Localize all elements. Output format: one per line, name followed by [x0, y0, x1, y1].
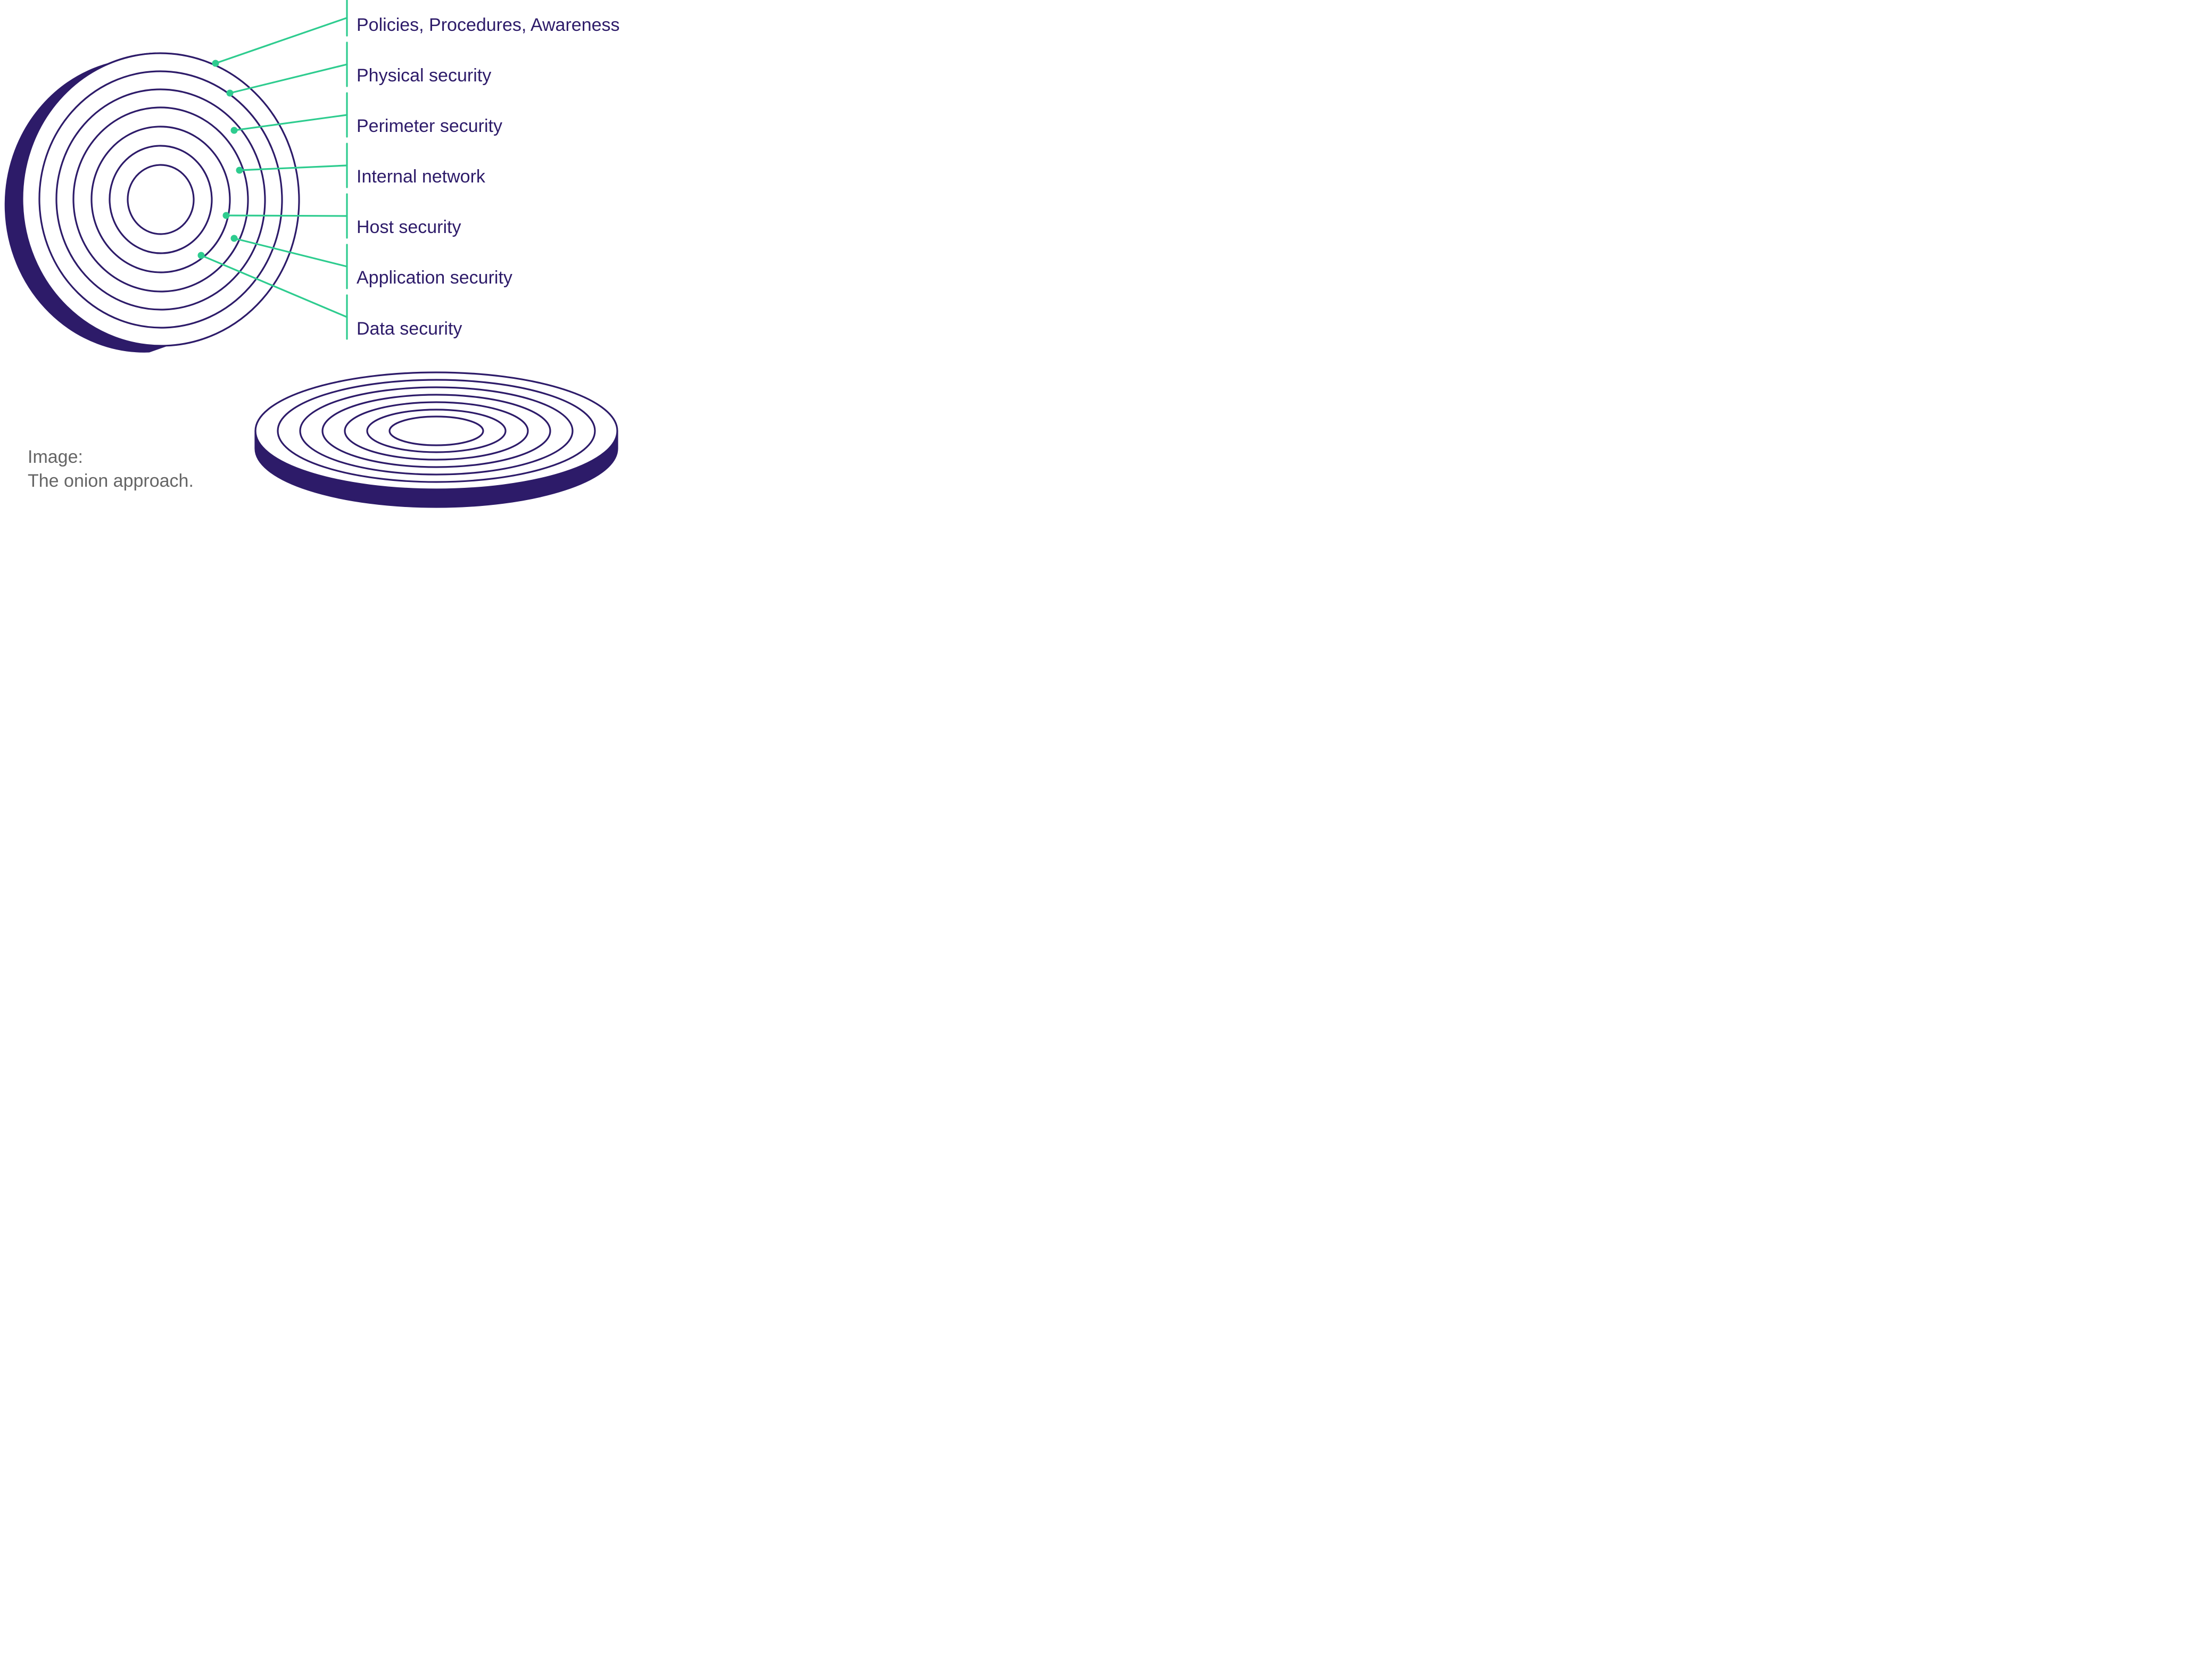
anchor-dot-3: [236, 167, 243, 174]
upright-onion: [1, 48, 304, 356]
layer-label-0: Policies, Procedures, Awareness: [357, 15, 620, 35]
caption-line-2: The onion approach.: [28, 471, 194, 491]
labels: Policies, Procedures, Awareness Physical …: [357, 15, 620, 339]
layer-label-5: Application security: [357, 268, 512, 288]
layer-label-1: Physical security: [357, 65, 491, 86]
leader-1: [230, 64, 347, 93]
flat-onion: [255, 372, 617, 507]
layer-label-4: Host security: [357, 217, 461, 237]
leader-4: [226, 215, 347, 216]
anchor-dot-2: [231, 127, 238, 134]
flat-ring-6: [390, 417, 483, 445]
anchor-dot-6: [198, 252, 205, 259]
anchor-dot-5: [231, 235, 238, 242]
layer-label-3: Internal network: [357, 167, 486, 187]
layer-label-6: Data security: [357, 319, 462, 339]
anchor-dot-4: [223, 212, 230, 219]
anchor-dot-0: [212, 60, 219, 67]
layer-label-2: Perimeter security: [357, 116, 502, 136]
caption-line-1: Image:: [28, 447, 83, 467]
anchor-dot-1: [227, 90, 234, 97]
onion-diagram: Policies, Procedures, Awareness Physical …: [0, 0, 670, 515]
leader-0: [216, 18, 347, 64]
